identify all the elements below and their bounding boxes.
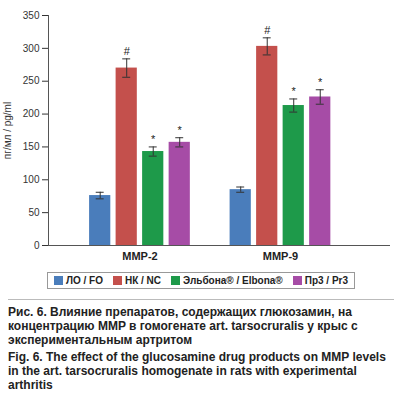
svg-text:0: 0 <box>34 240 40 251</box>
svg-text:*: * <box>318 76 323 88</box>
svg-text:MMP-2: MMP-2 <box>122 250 157 262</box>
html-text:НК / NC: НК / NC <box>125 275 162 286</box>
html-text:ЛО / FO: ЛО / FO <box>65 275 103 286</box>
html-text:Пр3 / Pr3: Пр3 / Pr3 <box>304 275 349 286</box>
svg-text:#: # <box>124 45 131 57</box>
svg-text:250: 250 <box>23 75 40 86</box>
html-text:Рис. 6. Влияние препаратов, со: Рис. 6. Влияние препаратов, содержащих г… <box>8 305 358 347</box>
svg-text:200: 200 <box>23 108 40 119</box>
svg-text:50: 50 <box>28 207 40 218</box>
svg-text:*: * <box>151 133 156 145</box>
svg-text:*: * <box>178 124 183 136</box>
svg-text:300: 300 <box>23 43 40 54</box>
svg-text:пг/мл / pg/ml: пг/мл / pg/ml <box>2 102 13 159</box>
svg-text:#: # <box>264 24 271 36</box>
svg-text:100: 100 <box>23 174 40 185</box>
svg-text:MMP-9: MMP-9 <box>263 250 298 262</box>
svg-text:350: 350 <box>23 10 40 21</box>
svg-text:*: * <box>292 85 297 97</box>
html-text:Fig. 6. The effect of the gluc: Fig. 6. The effect of the glucosamine dr… <box>8 350 386 392</box>
html-text:Эльбона® / Elbona®: Эльбона® / Elbona® <box>183 275 283 286</box>
svg-text:150: 150 <box>23 141 40 152</box>
